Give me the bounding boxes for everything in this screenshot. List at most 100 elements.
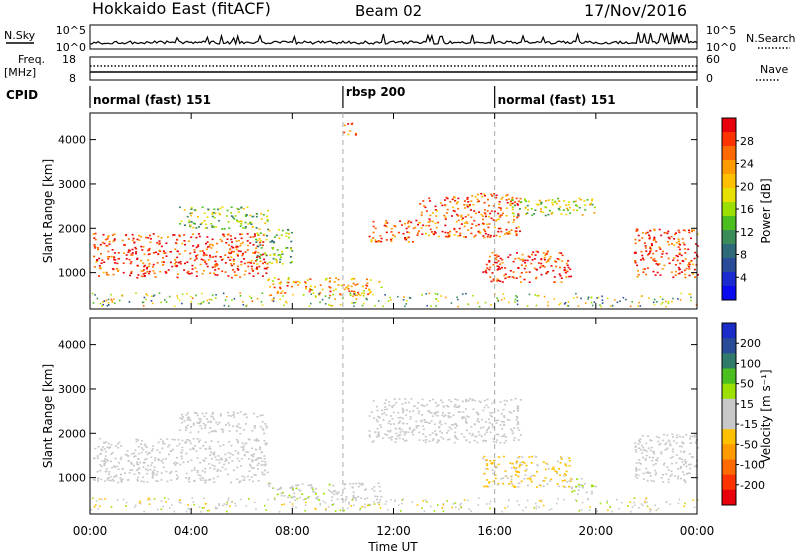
echo-cell [287,277,290,279]
echo-cell [262,253,265,256]
echo-cell [241,254,244,257]
echo-cell [454,426,457,429]
echo-cell [186,419,189,421]
echo-cell [310,293,313,295]
echo-cell [513,219,515,221]
echo-cell [190,272,193,275]
echo-cell [493,210,496,213]
echo-cell [515,461,518,463]
echo-cell [357,485,360,488]
echo-cell [127,460,130,462]
echo-cell [558,208,561,211]
echo-cell [253,233,256,235]
echo-cell [660,477,663,479]
echo-cell [227,251,230,254]
date-title: 17/Nov/2016 [584,1,687,20]
echo-cell [96,470,99,473]
echo-cell [325,277,328,280]
echo-cell [437,300,440,302]
echo-cell [97,477,100,479]
echo-cell [339,303,342,306]
echo-cell [514,204,516,207]
echo-cell [536,486,539,488]
echo-cell [373,503,376,505]
echo-cell [308,290,311,293]
echo-cell [281,503,283,506]
echo-cell [504,507,506,509]
echo-cell [118,462,121,464]
echo-cell [646,231,649,234]
echo-cell [461,293,464,295]
echo-cell [485,263,488,266]
echo-cell [237,211,240,213]
echo-cell [375,419,378,421]
echo-cell [644,502,646,504]
echo-cell [447,406,450,408]
echo-cell [265,425,268,427]
echo-cell [440,295,442,297]
echo-cell [258,228,261,230]
echo-cell [331,504,333,506]
echo-cell [482,222,485,225]
echo-cell [653,239,656,241]
echo-cell [505,439,507,442]
echo-cell [688,453,691,455]
echo-cell [492,440,495,443]
echo-cell [183,234,186,236]
echo-cell [519,464,522,466]
echo-cell [213,211,215,214]
echo-cell [511,196,514,199]
echo-cell [138,502,141,504]
echo-cell [430,505,432,508]
echo-cell [110,298,113,301]
echo-cell [432,398,435,401]
echo-cell [212,430,215,433]
echo-cell [173,305,176,308]
echo-cell [467,416,470,418]
echo-cell [256,266,258,269]
echo-cell [314,295,317,297]
echo-cell [689,438,692,440]
echo-cell [138,472,141,475]
echo-cell [513,215,516,218]
echo-cell [372,440,375,442]
echo-cell [351,302,353,304]
echo-cell [237,269,240,271]
echo-cell [110,506,113,508]
echo-cell [276,488,279,491]
echo-cell [148,497,150,499]
echo-cell [131,239,134,242]
echo-cell [453,441,456,444]
echo-cell [531,253,534,256]
echo-cell [677,266,680,269]
echo-cell [453,210,456,213]
echo-cell [691,230,693,233]
echo-cell [201,507,204,509]
echo-cell [224,460,227,463]
echo-cell [178,234,181,237]
echo-cell [514,201,517,203]
echo-cell [107,479,110,481]
echo-cell [91,497,94,500]
echo-cell [183,240,186,242]
echo-cell [264,222,267,224]
echo-cell [497,206,500,209]
echo-cell [692,456,695,459]
echo-cell [157,441,160,444]
echo-cell [261,244,264,247]
echo-cell [99,267,102,270]
echo-cell [516,408,519,410]
echo-cell [660,451,663,453]
echo-cell [282,295,284,297]
echo-cell [653,236,656,239]
echo-cell [342,297,344,300]
echo-cell [143,253,146,256]
echo-cell [389,296,391,299]
echo-cell [484,467,487,470]
echo-cell [376,240,379,243]
echo-cell [380,426,383,428]
echo-cell [140,443,142,445]
echo-cell [97,478,99,480]
echo-cell [435,298,438,300]
echo-cell [459,504,461,506]
